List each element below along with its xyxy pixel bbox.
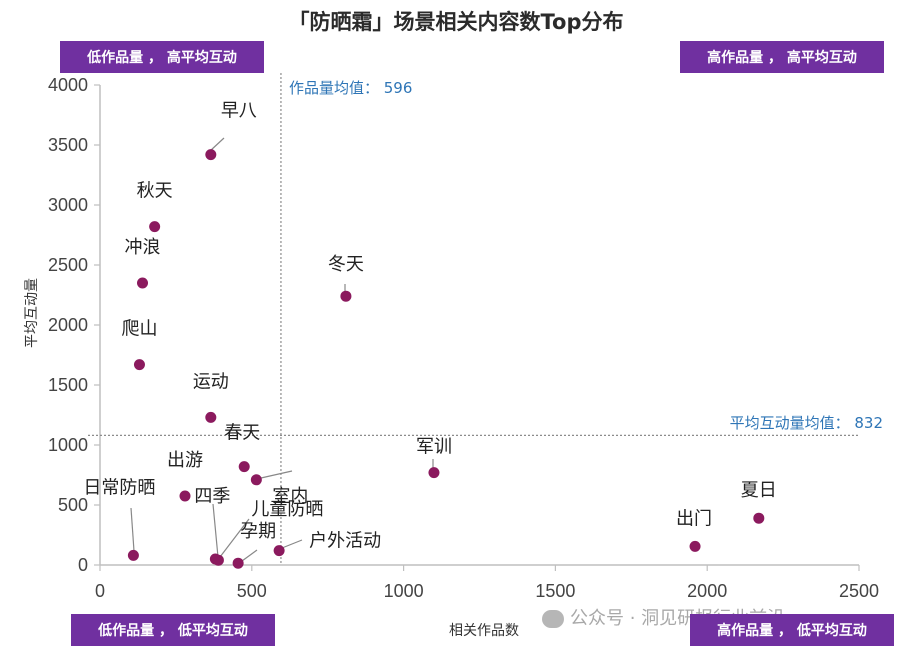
data-point-运动	[205, 411, 217, 423]
y-tick-label: 0	[78, 555, 88, 575]
data-point-户外活动	[273, 545, 285, 557]
wechat-icon	[542, 610, 564, 628]
leader-line	[212, 503, 219, 558]
y-tick-label: 2500	[48, 255, 88, 275]
data-point-出门	[689, 540, 701, 552]
y-tick-label: 1500	[48, 375, 88, 395]
x-mean-label: 作品量均值： 596	[289, 79, 412, 97]
leader-lines	[130, 137, 434, 562]
x-tick-label: 500	[237, 581, 267, 601]
data-point-日常防晒	[127, 549, 139, 561]
y-tick-label: 2000	[48, 315, 88, 335]
y-tick-label: 3000	[48, 195, 88, 215]
point-label: 军训	[416, 437, 452, 458]
quadrant-label-bottom-left: 低作品量 ， 低平均互动	[71, 614, 275, 646]
y-tick-label: 1000	[48, 435, 88, 455]
y-tick-label: 3500	[48, 135, 88, 155]
x-tick-label: 2500	[839, 581, 879, 601]
y-axis-title: 平均互动量	[24, 278, 40, 348]
point-label: 夏日	[741, 480, 777, 501]
data-point-冬天	[340, 290, 352, 302]
quadrant-label-top-right: 高作品量 ， 高平均互动	[680, 41, 884, 73]
point-label: 孕期	[240, 521, 276, 542]
axes: 0 500 1000 1500 2000 2500 3000 3500 4000 0 500 1000…	[48, 73, 879, 601]
point-label: 四季	[194, 486, 230, 507]
x-tick-label: 2000	[687, 581, 727, 601]
data-point-冲浪	[137, 277, 149, 289]
leader-line	[260, 470, 293, 479]
x-tick-label: 0	[95, 581, 105, 601]
point-label: 户外活动	[309, 531, 381, 552]
data-points	[127, 149, 765, 569]
x-axis-title: 相关作品数	[449, 623, 519, 639]
quadrant-label-top-left: 低作品量 ， 高平均互动	[60, 41, 264, 73]
data-point-秋天	[149, 221, 161, 233]
data-point-室内	[250, 474, 262, 486]
point-label: 运动	[193, 371, 229, 392]
point-label: 秋天	[137, 181, 173, 202]
point-label: 早八	[221, 101, 257, 122]
leader-line	[219, 518, 250, 558]
chart-title: 「防晒霜」场景相关内容数Top分布	[288, 10, 624, 34]
data-point-出游	[179, 490, 191, 502]
y-tick-label: 500	[58, 495, 88, 515]
data-point-孕期	[232, 557, 244, 569]
data-point-夏日	[753, 512, 765, 524]
leader-line	[130, 507, 135, 552]
x-tick-label: 1500	[535, 581, 575, 601]
data-point-儿童防晒	[209, 553, 221, 565]
y-mean-label: 平均互动量均值： 832	[730, 414, 883, 432]
point-label: 春天	[224, 423, 260, 444]
point-label: 爬山	[121, 319, 157, 340]
quadrant-label-bottom-right: 高作品量 ， 低平均互动	[690, 614, 894, 646]
x-tick-label: 1000	[384, 581, 424, 601]
point-label: 儿童防晒	[251, 499, 323, 520]
leader-line	[241, 549, 258, 562]
data-point-爬山	[133, 359, 145, 371]
y-tick-label: 4000	[48, 75, 88, 95]
point-label: 日常防晒	[83, 477, 155, 498]
data-point-军训	[428, 467, 440, 479]
point-label: 室内	[272, 486, 308, 507]
leader-line	[209, 137, 225, 152]
data-point-春天	[238, 461, 250, 473]
point-label: 冬天	[328, 254, 364, 275]
leader-line	[281, 539, 303, 549]
point-label: 出门	[676, 508, 712, 529]
point-label: 出游	[167, 450, 203, 471]
point-label: 冲浪	[125, 237, 161, 258]
data-point-早八	[205, 149, 217, 161]
